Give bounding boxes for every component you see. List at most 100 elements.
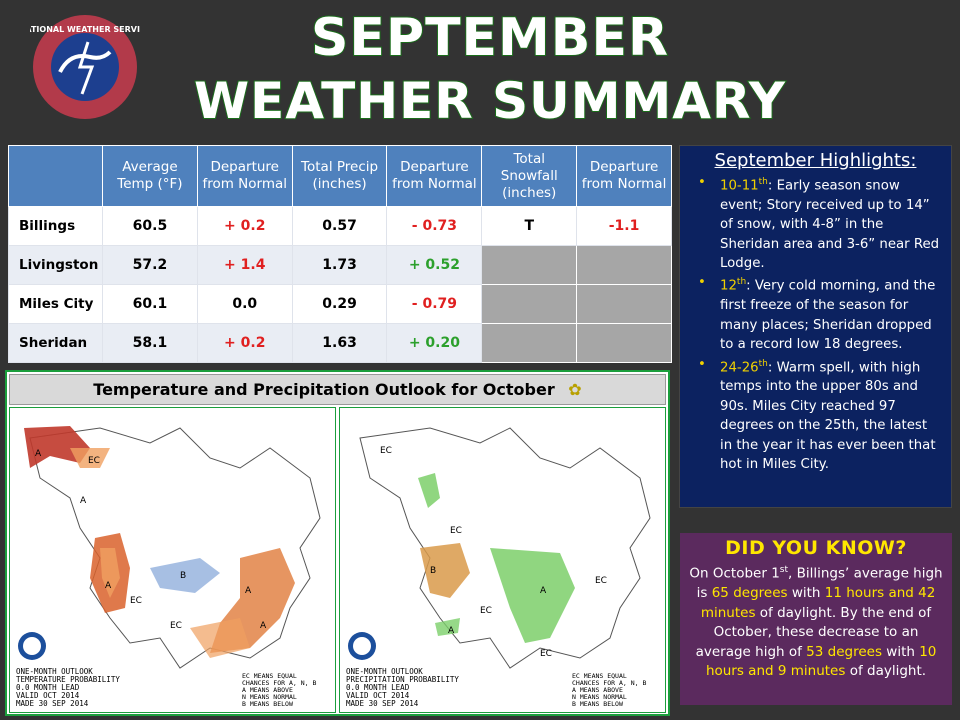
city-name: Miles City xyxy=(8,284,103,324)
svg-text:EC: EC xyxy=(595,576,607,586)
highlight-text: : Very cold morning, and the first freez… xyxy=(720,278,936,353)
total-precip: 0.57 xyxy=(291,206,388,246)
svg-text:EC: EC xyxy=(170,621,182,631)
svg-text:EC: EC xyxy=(88,456,100,466)
dyk-highlight: 65 degrees xyxy=(711,585,788,601)
svg-text:B: B xyxy=(430,566,436,576)
svg-text:A: A xyxy=(35,449,42,459)
outlook-title-text: Temperature and Precipitation Outlook fo… xyxy=(93,380,555,399)
highlight-item: • 24-26th: Warm spell, with high temps i… xyxy=(688,355,943,475)
col-header: Departure from Normal xyxy=(196,145,293,207)
table-header-row: Average Temp (°F) Departure from Normal … xyxy=(8,145,672,207)
did-you-know-panel: DID YOU KNOW? On October 1st, Billings’ … xyxy=(680,533,952,705)
total-snowfall xyxy=(481,284,578,324)
highlight-text: : Early season snow event; Story receive… xyxy=(720,178,940,272)
highlight-date-suffix: th xyxy=(758,358,768,369)
avg-temp: 58.1 xyxy=(102,323,198,363)
page-title-line1: SEPTEMBER xyxy=(310,7,670,69)
svg-text:EC: EC xyxy=(540,649,552,659)
temp-departure: + 0.2 xyxy=(196,323,293,363)
flowers-icon: ✿ xyxy=(568,380,582,399)
svg-text:B: B xyxy=(180,571,186,581)
dyk-text-part: , Billings’ average high is xyxy=(696,565,943,602)
svg-text:EC: EC xyxy=(130,596,142,606)
climate-stats-table: Average Temp (°F) Departure from Normal … xyxy=(8,145,672,363)
total-precip: 1.73 xyxy=(291,245,388,285)
svg-text:EC: EC xyxy=(380,446,392,456)
svg-text:EC: EC xyxy=(480,606,492,616)
snow-departure xyxy=(576,323,672,363)
table-row: Miles City 60.1 0.0 0.29 - 0.79 xyxy=(8,284,672,324)
outlook-title: Temperature and Precipitation Outlook fo… xyxy=(9,374,666,405)
total-precip: 1.63 xyxy=(291,323,388,363)
total-precip: 0.29 xyxy=(291,284,388,324)
bullet-icon: • xyxy=(698,175,706,190)
city-name: Billings xyxy=(8,206,103,246)
dyk-text-part: with xyxy=(787,585,825,601)
logo-text: NATIONAL WEATHER SERVICE xyxy=(30,25,140,34)
nws-logo: NATIONAL WEATHER SERVICE xyxy=(19,12,151,122)
highlight-date: 12 xyxy=(720,278,737,294)
temperature-map-legend: EC MEANS EQUAL CHANCES FOR A, N, B A MEA… xyxy=(242,672,317,708)
snow-departure xyxy=(576,284,672,324)
did-you-know-text: On October 1st, Billings’ average high i… xyxy=(686,561,946,682)
temperature-map-graphic: EC A A B A EC EC A A xyxy=(18,426,321,669)
snow-departure xyxy=(576,245,672,285)
highlight-item: • 12th: Very cold morning, and the first… xyxy=(688,273,943,354)
precip-departure: - 0.73 xyxy=(386,206,483,246)
city-name: Sheridan xyxy=(8,323,103,363)
bullet-icon: • xyxy=(698,356,706,372)
table-corner xyxy=(8,145,103,207)
highlights-title: September Highlights: xyxy=(714,150,917,171)
precip-departure: - 0.79 xyxy=(386,284,483,324)
table-row: Livingston 57.2 + 1.4 1.73 + 0.52 xyxy=(8,245,672,285)
svg-text:A: A xyxy=(105,581,112,591)
dyk-highlight: 10 hours and 9 minutes xyxy=(705,643,937,680)
highlight-date-suffix: th xyxy=(758,177,768,187)
temperature-outlook-map: EC A A B A EC EC A A ONE-MONTH OUTLOOK T… xyxy=(9,407,336,713)
city-name: Livingston xyxy=(8,245,103,285)
col-header: Departure from Normal xyxy=(576,145,672,207)
precipitation-map-graphic: EC EC B A EC EC EC A xyxy=(348,427,651,669)
dyk-text-part: of daylight. xyxy=(845,663,927,679)
temp-departure: + 0.2 xyxy=(196,206,293,246)
temp-departure: + 1.4 xyxy=(196,245,293,285)
snow-departure: -1.1 xyxy=(576,206,672,246)
col-header: Average Temp (°F) xyxy=(102,145,198,207)
bullet-icon: • xyxy=(698,275,706,291)
precipitation-map-legend: EC MEANS EQUAL CHANCES FOR A, N, B A MEA… xyxy=(572,672,647,708)
highlight-date: 10-11 xyxy=(720,178,759,194)
temp-departure: 0.0 xyxy=(196,284,293,324)
total-snowfall: T xyxy=(481,206,578,246)
precipitation-outlook-map: EC EC B A EC EC EC A ONE-MONTH OUTLOOK P… xyxy=(339,407,666,713)
avg-temp: 60.5 xyxy=(102,206,198,246)
did-you-know-title: DID YOU KNOW? xyxy=(725,537,907,559)
svg-text:A: A xyxy=(448,626,455,636)
svg-text:EC: EC xyxy=(450,526,462,536)
precip-departure: + 0.20 xyxy=(386,323,483,363)
september-highlights-panel: September Highlights: • 10-11th: Early s… xyxy=(679,145,952,508)
col-header: Total Precip (inches) xyxy=(291,145,388,207)
precip-departure: + 0.52 xyxy=(386,245,483,285)
precipitation-map-caption: ONE-MONTH OUTLOOK PRECIPITATION PROBABIL… xyxy=(346,667,459,708)
highlight-date-suffix: th xyxy=(736,277,747,288)
svg-text:A: A xyxy=(245,586,252,596)
dyk-text-part: with xyxy=(881,643,920,660)
table-row: Sheridan 58.1 + 0.2 1.63 + 0.20 xyxy=(8,323,672,363)
svg-text:A: A xyxy=(260,621,267,631)
dyk-highlight: 11 hours and 42 minutes xyxy=(700,585,936,621)
col-header: Departure from Normal xyxy=(386,145,483,207)
total-snowfall xyxy=(481,323,578,363)
page-title-line2: WEATHER SUMMARY xyxy=(193,71,786,131)
dyk-text-part: On October 1 xyxy=(689,565,780,582)
highlight-date: 24-26 xyxy=(720,359,759,375)
avg-temp: 60.1 xyxy=(102,284,198,324)
total-snowfall xyxy=(481,245,578,285)
table-row: Billings 60.5 + 0.2 0.57 - 0.73 T -1.1 xyxy=(8,206,672,246)
col-header: Total Snowfall (inches) xyxy=(481,145,578,207)
temperature-map-caption: ONE-MONTH OUTLOOK TEMPERATURE PROBABILIT… xyxy=(16,667,120,708)
dyk-text-sup: st xyxy=(779,565,789,575)
highlight-text: : Warm spell, with high temps into the u… xyxy=(720,359,936,472)
outlook-panel: Temperature and Precipitation Outlook fo… xyxy=(5,370,670,716)
svg-text:A: A xyxy=(80,496,87,506)
